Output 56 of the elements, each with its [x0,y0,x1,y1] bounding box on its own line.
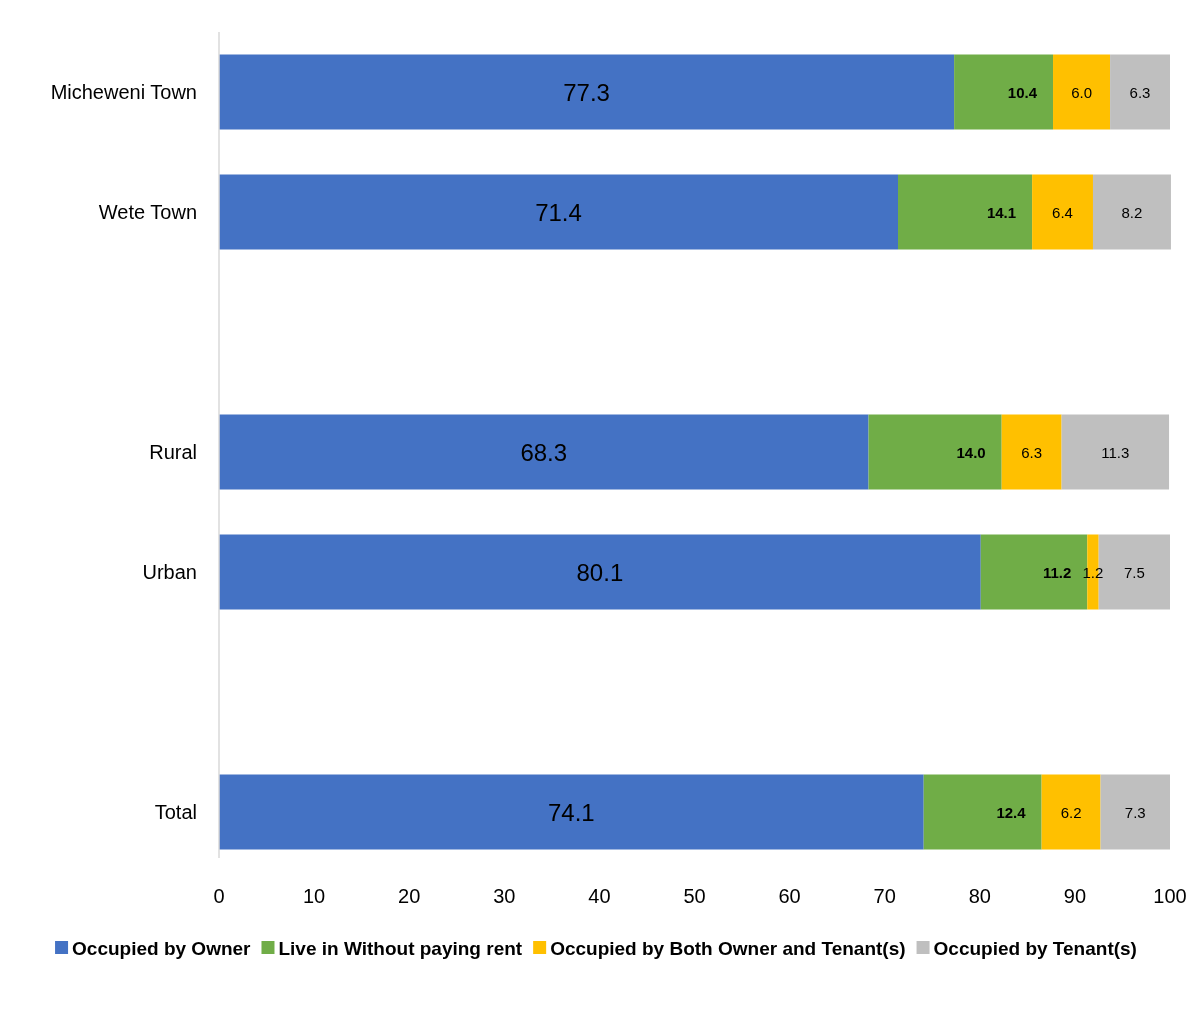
data-label: 77.3 [563,78,610,106]
bar [1061,414,1170,490]
y-tick-label: Micheweni Town [50,81,197,103]
data-label: 6.2 [1060,803,1082,821]
bar [923,774,1042,850]
legend-label: Live in Without paying rent [278,937,523,959]
x-tick-label: 70 [873,885,896,907]
data-label: 6.3 [1021,443,1043,461]
bar [1092,174,1171,250]
data-label: 11.2 [1042,563,1072,581]
data-label: 8.2 [1121,203,1143,221]
data-label: 80.1 [576,558,624,586]
bar [219,774,924,850]
bar [219,54,955,130]
data-label: 6.4 [1052,203,1073,221]
bar [219,414,869,490]
x-tick-label: 80 [968,885,991,907]
y-tick-label: Rural [149,441,197,463]
data-label: 7.5 [1123,563,1145,581]
data-label: 71.4 [535,198,582,226]
y-tick-label: Wete Town [98,201,197,223]
data-label: 12.4 [996,803,1027,821]
bar [868,414,1002,490]
data-label: 7.3 [1124,803,1146,821]
data-label: 11.3 [1101,443,1130,461]
data-label: 14.0 [956,443,986,461]
legend-label: Occupied by Both Owner and Tenant(s) [550,937,906,959]
legend-label: Occupied by Tenant(s) [933,937,1137,959]
data-label: 68.3 [520,438,568,466]
x-tick-label: 0 [213,885,225,907]
bar [1001,414,1062,490]
data-label: 6.0 [1071,83,1092,101]
bar [1032,174,1093,250]
x-tick-label: 20 [398,885,421,907]
x-tick-label: 90 [1063,885,1087,907]
data-label: 10.4 [1007,83,1038,101]
data-label: 14.1 [986,203,1017,221]
data-label: 6.3 [1129,83,1151,101]
x-tick-label: 30 [493,885,516,907]
bar [1110,54,1170,130]
x-tick-label: 100 [1153,885,1187,907]
bar [1041,774,1101,850]
data-label: 74.1 [547,798,595,826]
x-tick-label: 50 [683,885,706,907]
bar [1053,54,1111,130]
legend-label: Occupied by Owner [72,937,252,959]
y-tick-label: Total [154,801,197,823]
x-tick-label: 40 [588,885,611,907]
x-tick-label: 10 [302,885,326,907]
bar [1100,774,1170,850]
bar [219,174,899,250]
x-tick-label: 60 [778,885,801,907]
bar [954,54,1054,130]
bar [219,534,981,610]
bar [898,174,1033,250]
y-tick-label: Urban [142,561,197,583]
